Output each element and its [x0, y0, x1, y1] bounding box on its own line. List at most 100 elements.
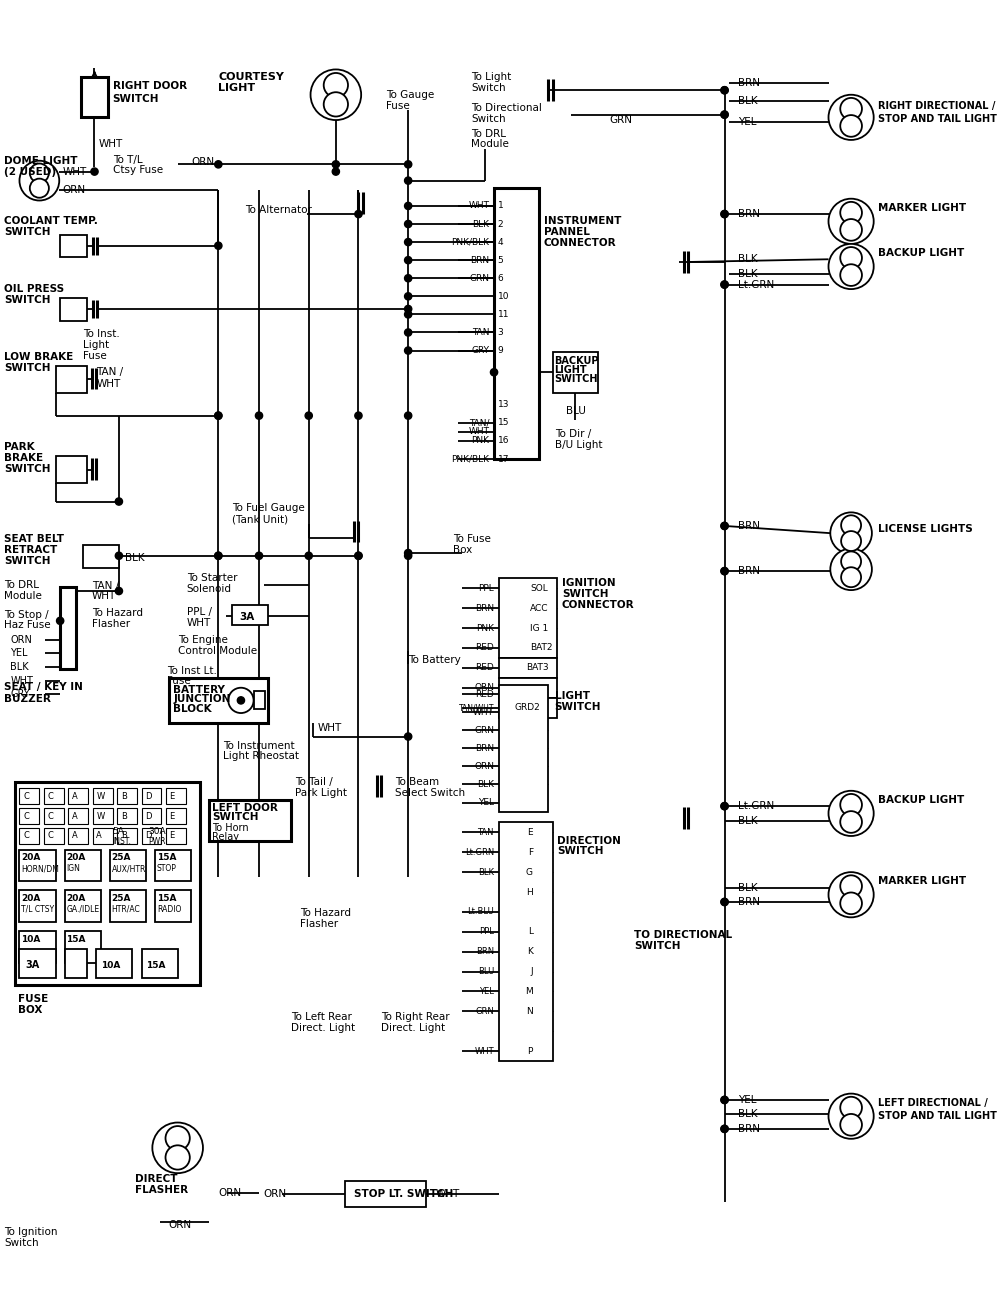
Circle shape — [840, 875, 862, 897]
Text: WHT: WHT — [435, 1189, 460, 1198]
Text: 11: 11 — [498, 310, 509, 319]
Text: WHT: WHT — [473, 708, 494, 716]
Text: BRN: BRN — [738, 1123, 760, 1134]
Circle shape — [115, 552, 123, 560]
Text: B: B — [121, 832, 127, 841]
Text: To DRL: To DRL — [471, 129, 506, 138]
Circle shape — [405, 177, 412, 184]
Circle shape — [829, 244, 874, 289]
Bar — [44, 788, 64, 804]
Bar — [93, 828, 113, 844]
Text: Flasher: Flasher — [92, 619, 130, 628]
Text: BLK: BLK — [478, 867, 494, 876]
Text: BLK: BLK — [738, 269, 758, 279]
Bar — [93, 788, 113, 804]
Circle shape — [829, 1093, 874, 1139]
Text: BLK: BLK — [473, 219, 490, 229]
Text: SWITCH: SWITCH — [4, 227, 51, 237]
Circle shape — [405, 733, 412, 740]
Text: Fuse: Fuse — [386, 101, 409, 110]
Circle shape — [721, 87, 728, 93]
Circle shape — [166, 1126, 190, 1150]
Text: Lt.BLU: Lt.BLU — [467, 908, 494, 916]
Text: SEAT BELT: SEAT BELT — [4, 535, 64, 544]
Text: 20A: 20A — [66, 853, 86, 862]
Circle shape — [721, 568, 728, 574]
Text: TAN/: TAN/ — [469, 418, 490, 427]
Text: ORN: ORN — [264, 1189, 287, 1198]
Text: B: B — [121, 792, 127, 800]
Circle shape — [91, 168, 98, 175]
Bar — [142, 788, 161, 804]
Bar — [19, 949, 56, 978]
Text: BAT3: BAT3 — [526, 664, 548, 673]
Bar — [96, 949, 132, 978]
Text: To T/L: To T/L — [113, 155, 143, 164]
Circle shape — [57, 618, 64, 624]
Text: HTR/AC: HTR/AC — [112, 905, 140, 913]
Text: YEL: YEL — [479, 987, 494, 996]
Text: 4: 4 — [498, 238, 503, 247]
Text: COOLANT TEMP.: COOLANT TEMP. — [4, 217, 98, 226]
Bar — [142, 808, 161, 824]
Text: Select Switch: Select Switch — [395, 787, 465, 798]
Text: 20A: 20A — [21, 894, 41, 903]
Text: BRN: BRN — [470, 256, 490, 264]
Circle shape — [721, 803, 728, 809]
Circle shape — [721, 522, 728, 530]
Circle shape — [840, 794, 862, 816]
Text: To Gauge: To Gauge — [386, 89, 434, 100]
Text: 6: 6 — [498, 273, 503, 283]
Text: To Inst.: To Inst. — [83, 330, 119, 339]
Text: To Fuse: To Fuse — [453, 535, 491, 544]
Text: Control Module: Control Module — [178, 645, 257, 656]
Text: A: A — [72, 792, 78, 800]
Text: COURTESY: COURTESY — [218, 72, 284, 81]
Circle shape — [841, 515, 861, 535]
Circle shape — [30, 179, 49, 197]
Text: PPL: PPL — [478, 583, 494, 593]
Text: STOP LT. SWITCH: STOP LT. SWITCH — [354, 1189, 453, 1198]
Text: 3: 3 — [498, 328, 503, 336]
Bar — [44, 808, 64, 824]
Text: CONNECTOR: CONNECTOR — [544, 238, 616, 248]
Bar — [553, 352, 598, 393]
Circle shape — [405, 549, 412, 557]
Text: Haz Fuse: Haz Fuse — [4, 620, 51, 631]
Circle shape — [405, 328, 412, 336]
Text: To Tail /: To Tail / — [295, 777, 333, 787]
Text: 9: 9 — [498, 346, 503, 355]
Text: DOME LIGHT: DOME LIGHT — [4, 156, 78, 166]
Text: JUNCTION: JUNCTION — [173, 695, 231, 704]
Text: 15A: 15A — [146, 961, 166, 970]
Text: SWITCH: SWITCH — [4, 363, 51, 373]
Text: 5: 5 — [498, 256, 503, 264]
Text: To Hazard: To Hazard — [300, 908, 351, 917]
Text: ACC: ACC — [530, 603, 549, 612]
Circle shape — [405, 293, 412, 300]
Circle shape — [721, 110, 728, 118]
Text: B: B — [121, 812, 127, 821]
Circle shape — [30, 163, 49, 183]
Circle shape — [721, 522, 728, 530]
Text: W: W — [96, 812, 105, 821]
Text: GRN: GRN — [470, 273, 490, 283]
Text: To Dir /: To Dir / — [555, 428, 591, 439]
Text: 3A: 3A — [26, 961, 40, 970]
Text: PNK/BLK: PNK/BLK — [452, 455, 490, 464]
Circle shape — [840, 219, 862, 240]
Text: BRN: BRN — [476, 947, 494, 957]
Circle shape — [405, 552, 412, 560]
Text: ORN: ORN — [10, 635, 32, 645]
Circle shape — [355, 552, 362, 560]
Text: SWITCH: SWITCH — [4, 464, 51, 474]
Text: SOL: SOL — [530, 583, 548, 593]
Text: WHT: WHT — [474, 1047, 494, 1055]
Text: BLU: BLU — [478, 967, 494, 976]
Text: RIGHT DOOR: RIGHT DOOR — [113, 80, 187, 91]
Text: ORN: ORN — [474, 762, 494, 771]
Circle shape — [311, 70, 361, 120]
Text: 3A: 3A — [239, 612, 254, 623]
Text: RIGHT DIRECTIONAL /: RIGHT DIRECTIONAL / — [878, 101, 996, 112]
Text: (2 USED): (2 USED) — [4, 167, 56, 176]
